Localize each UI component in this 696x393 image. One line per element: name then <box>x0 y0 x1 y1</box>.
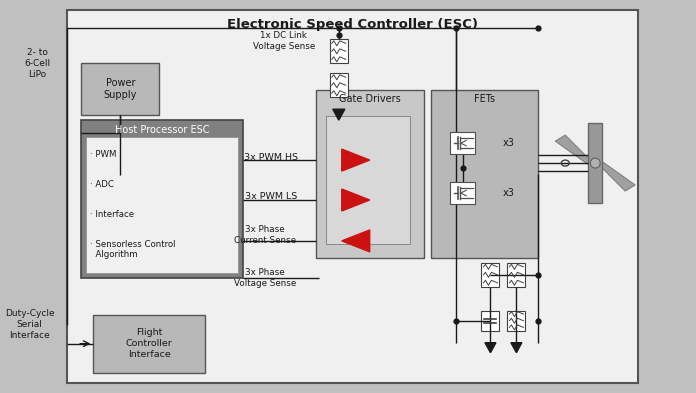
Text: · Interface: · Interface <box>90 210 134 219</box>
Polygon shape <box>342 230 370 252</box>
Bar <box>450 132 475 154</box>
Bar <box>330 39 348 63</box>
Text: 1x DC Link
Voltage Sense: 1x DC Link Voltage Sense <box>253 31 315 51</box>
Text: 3x PWM HS: 3x PWM HS <box>244 152 298 162</box>
Bar <box>316 90 424 258</box>
Polygon shape <box>485 343 496 353</box>
Bar <box>507 263 525 287</box>
Text: x3: x3 <box>503 188 514 198</box>
Bar <box>81 120 243 278</box>
Text: 3x Phase
Current Sense: 3x Phase Current Sense <box>234 225 296 245</box>
Text: Electronic Speed Controller (ESC): Electronic Speed Controller (ESC) <box>228 18 478 31</box>
Bar <box>450 182 475 204</box>
Bar <box>93 315 205 373</box>
Bar <box>431 90 538 258</box>
Text: 3x Phase
Voltage Sense: 3x Phase Voltage Sense <box>234 268 296 288</box>
Polygon shape <box>342 189 370 211</box>
Bar <box>482 263 500 287</box>
Text: 3x PWM LS: 3x PWM LS <box>245 193 297 202</box>
Bar <box>588 123 602 203</box>
Text: · ADC: · ADC <box>90 180 114 189</box>
Text: · Sensorless Control
  Algorithm: · Sensorless Control Algorithm <box>90 240 176 259</box>
Polygon shape <box>511 343 522 353</box>
Text: Duty-Cycle
Serial
Interface: Duty-Cycle Serial Interface <box>5 309 54 340</box>
Bar <box>81 63 159 115</box>
Polygon shape <box>333 109 345 120</box>
Polygon shape <box>555 135 590 166</box>
Circle shape <box>590 158 600 168</box>
Text: FETs: FETs <box>474 94 495 104</box>
Bar <box>338 128 397 232</box>
Bar <box>482 311 500 331</box>
Text: Host Processor ESC: Host Processor ESC <box>115 125 209 135</box>
Text: x3: x3 <box>503 138 514 148</box>
Text: Power
Supply: Power Supply <box>104 78 137 101</box>
Bar <box>330 73 348 97</box>
Bar <box>334 124 402 236</box>
Bar <box>68 10 638 383</box>
Text: 2- to
6-Cell
LiPo: 2- to 6-Cell LiPo <box>24 48 51 79</box>
Polygon shape <box>342 149 370 171</box>
Text: Flight
Controller
Interface: Flight Controller Interface <box>126 328 173 359</box>
Bar <box>86 137 238 273</box>
Polygon shape <box>600 160 635 191</box>
Text: Gate Drivers: Gate Drivers <box>339 94 401 104</box>
Bar <box>330 120 406 240</box>
Text: · PWM: · PWM <box>90 150 117 159</box>
Bar <box>507 311 525 331</box>
Bar <box>326 116 410 244</box>
